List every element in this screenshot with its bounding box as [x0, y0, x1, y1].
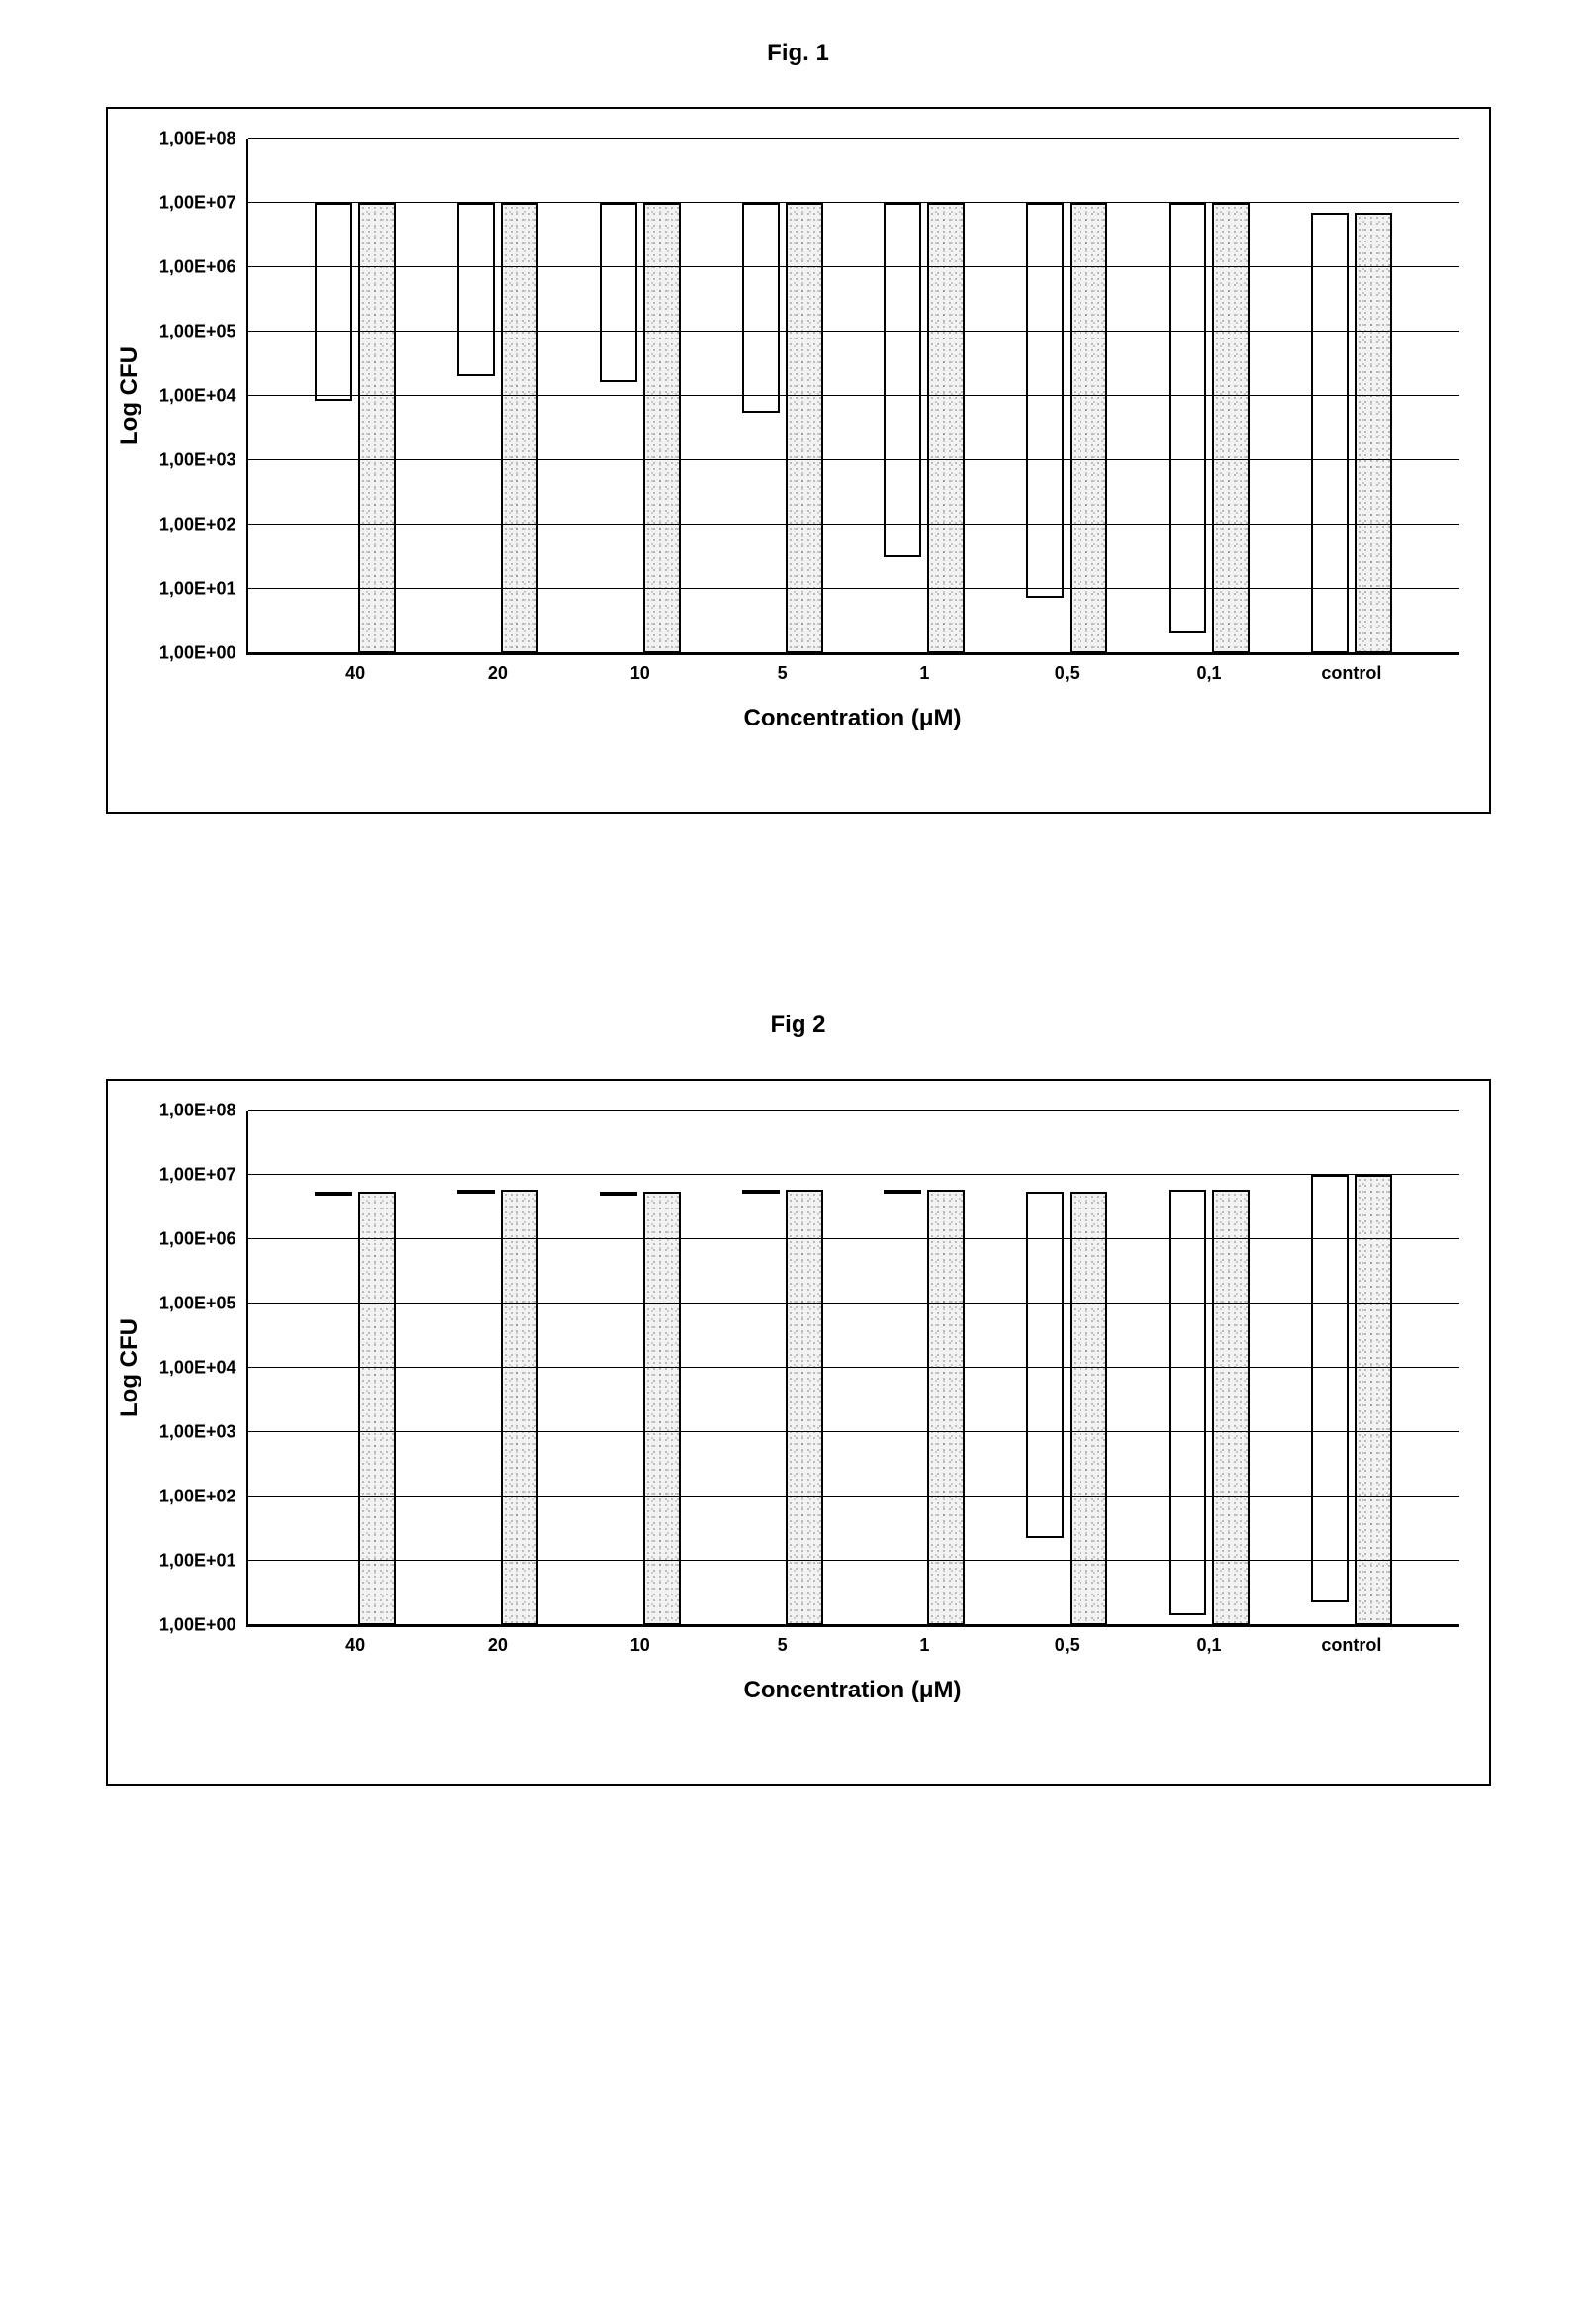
ytick-label: 1,00E+01 — [159, 1551, 248, 1572]
figure-1-title: Fig. 1 — [106, 40, 1491, 67]
ytick-label: 1,00E+02 — [159, 1487, 248, 1507]
bar-series-a — [315, 203, 352, 401]
ytick-label: 1,00E+05 — [159, 1294, 248, 1314]
xtick-label: 40 — [345, 1625, 365, 1656]
figure-2-bars-layer — [248, 1111, 1459, 1625]
ytick-label: 1,00E+03 — [159, 1422, 248, 1443]
bar-series-b — [1212, 203, 1250, 653]
bar-series-a — [1026, 203, 1064, 598]
gridline — [248, 138, 1459, 139]
bar-group — [315, 203, 396, 653]
xtick-label: control — [1321, 653, 1381, 684]
bar-series-a — [884, 203, 921, 557]
ytick-label: 1,00E+08 — [159, 129, 248, 149]
bar-series-a — [742, 1190, 780, 1194]
gridline — [248, 1496, 1459, 1497]
bar-series-b — [1355, 1175, 1392, 1625]
xtick-label: 0,5 — [1055, 653, 1080, 684]
figure-1: Fig. 1 Log CFU 1,00E+00 1,00E+01 1,00E+02 1… — [106, 40, 1491, 814]
figure-2-ylabel: Log CFU — [116, 1318, 143, 1417]
gridline — [248, 652, 1459, 653]
gridline — [248, 1560, 1459, 1561]
xtick-label: control — [1321, 1625, 1381, 1656]
ytick-label: 1,00E+06 — [159, 257, 248, 278]
xtick-label: 20 — [488, 653, 508, 684]
ytick-label: 1,00E+06 — [159, 1229, 248, 1250]
bar-series-b — [643, 203, 681, 653]
figure-1-ylabel: Log CFU — [116, 346, 143, 445]
ytick-label: 1,00E+08 — [159, 1101, 248, 1121]
xtick-label: 1 — [919, 653, 929, 684]
bar-group — [600, 203, 681, 653]
bar-group — [1169, 203, 1250, 653]
gridline — [248, 1624, 1459, 1625]
bar-series-b — [786, 203, 823, 653]
xtick-label: 5 — [778, 653, 788, 684]
bar-series-b — [501, 203, 538, 653]
gridline — [248, 331, 1459, 332]
figure-1-chart: Log CFU 1,00E+00 1,00E+01 1,00E+02 1,00E+03… — [106, 107, 1491, 814]
gridline — [248, 1367, 1459, 1368]
ytick-label: 1,00E+04 — [159, 1358, 248, 1379]
ytick-label: 1,00E+00 — [159, 643, 248, 664]
bar-series-a — [884, 1190, 921, 1194]
xtick-label: 10 — [630, 653, 650, 684]
xtick-label: 1 — [919, 1625, 929, 1656]
gridline — [248, 1303, 1459, 1304]
xtick-label: 40 — [345, 653, 365, 684]
bar-group — [884, 203, 965, 653]
bar-series-b — [358, 203, 396, 653]
xtick-label: 20 — [488, 1625, 508, 1656]
figure-2: Fig 2 Log CFU 1,00E+00 1,00E+01 1,00E+02 1,… — [106, 1012, 1491, 1786]
xtick-label: 0,5 — [1055, 1625, 1080, 1656]
bar-group — [742, 203, 823, 653]
bar-group — [457, 203, 538, 653]
figure-2-xlabel: Concentration (μM) — [246, 1677, 1459, 1704]
gridline — [248, 1110, 1459, 1111]
bar-series-b — [927, 203, 965, 653]
gridline — [248, 266, 1459, 267]
ytick-label: 1,00E+07 — [159, 1165, 248, 1186]
ytick-label: 1,00E+05 — [159, 322, 248, 342]
bar-series-a — [1026, 1192, 1064, 1538]
figure-2-plot-area: Log CFU 1,00E+001,00E+011,00E+021,00E+03… — [246, 1111, 1459, 1627]
bar-series-a — [600, 203, 637, 382]
bar-series-a — [457, 1190, 495, 1194]
ytick-label: 1,00E+04 — [159, 386, 248, 407]
figure-1-xlabel: Concentration (μM) — [246, 705, 1459, 732]
gridline — [248, 1431, 1459, 1432]
bar-group — [1026, 203, 1107, 653]
bar-series-a — [1169, 1190, 1206, 1614]
ytick-label: 1,00E+03 — [159, 450, 248, 471]
gridline — [248, 1174, 1459, 1175]
gridline — [248, 395, 1459, 396]
bar-series-a — [1169, 203, 1206, 633]
figure-2-title: Fig 2 — [106, 1012, 1491, 1039]
bar-series-a — [457, 203, 495, 376]
ytick-label: 1,00E+00 — [159, 1615, 248, 1636]
bar-series-a — [600, 1192, 637, 1196]
gridline — [248, 524, 1459, 525]
bar-group — [1311, 1175, 1392, 1625]
ytick-label: 1,00E+01 — [159, 579, 248, 600]
xtick-label: 0,1 — [1197, 1625, 1222, 1656]
figure-1-bars-layer — [248, 139, 1459, 653]
xtick-label: 0,1 — [1197, 653, 1222, 684]
ytick-label: 1,00E+02 — [159, 515, 248, 535]
gridline — [248, 459, 1459, 460]
gridline — [248, 202, 1459, 203]
bar-series-a — [315, 1192, 352, 1196]
ytick-label: 1,00E+07 — [159, 193, 248, 214]
bar-series-a — [742, 203, 780, 413]
xtick-label: 10 — [630, 1625, 650, 1656]
xtick-label: 5 — [778, 1625, 788, 1656]
figure-1-plot-area: Log CFU 1,00E+001,00E+011,00E+021,00E+03… — [246, 139, 1459, 655]
bar-series-b — [1070, 203, 1107, 653]
figure-2-chart: Log CFU 1,00E+00 1,00E+01 1,00E+02 1,00E+03… — [106, 1079, 1491, 1786]
gridline — [248, 1238, 1459, 1239]
gridline — [248, 588, 1459, 589]
